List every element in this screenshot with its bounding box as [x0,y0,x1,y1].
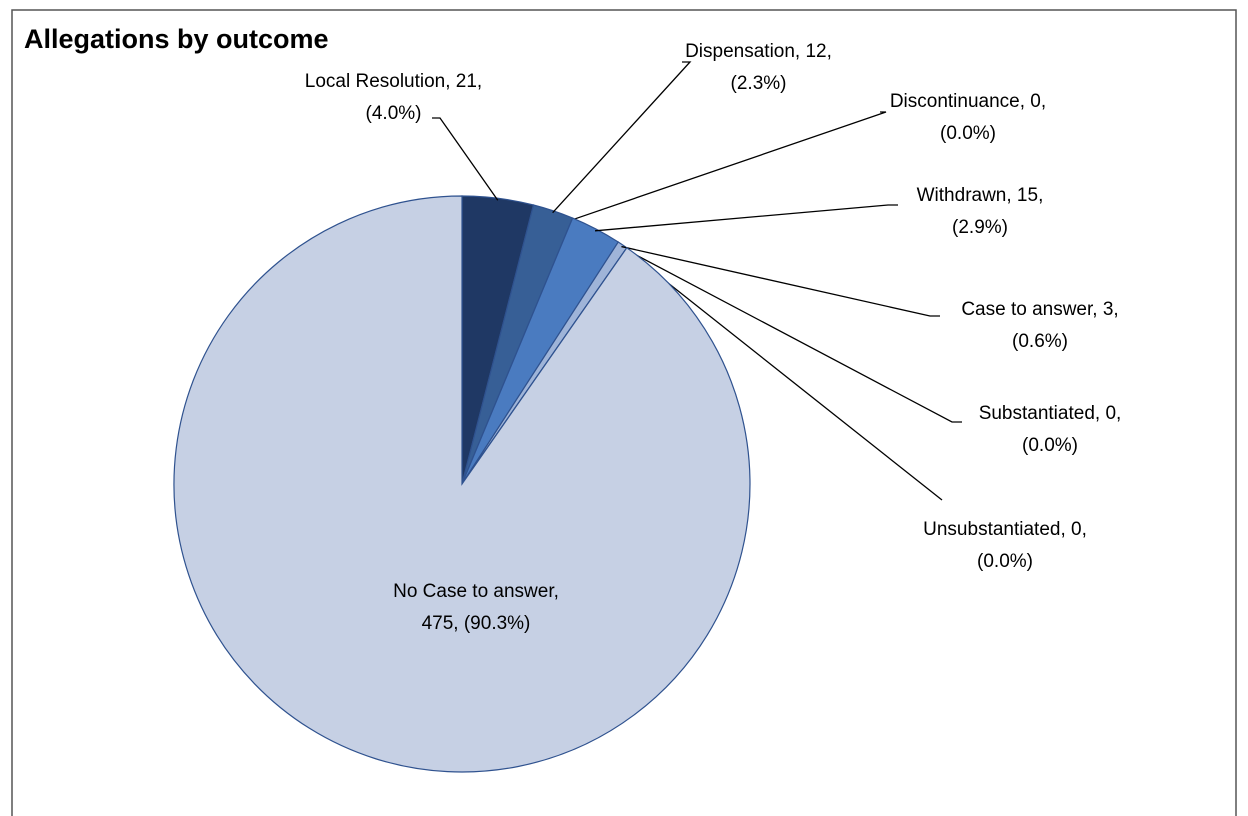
chart-title: Allegations by outcome [24,24,329,54]
leader-line [552,61,692,214]
data-label: Local Resolution, 21, (4.0%) [304,71,483,124]
data-label: Discontinuance, 0, (0.0%) [889,91,1047,144]
pie-slice [173,195,751,773]
chart-frame [11,9,1237,816]
leader-line [625,248,962,423]
leader-line [621,245,940,317]
data-label: Case to answer, 3, (0.6%) [961,299,1119,352]
leader-line [594,204,898,232]
data-label: No Case to answer, 475, (90.3%) [393,581,559,634]
leader-line [625,248,943,501]
leader-line [571,111,887,221]
leader-line [432,117,499,201]
data-label: Substantiated, 0, (0.0%) [978,403,1122,456]
data-label: Withdrawn, 15, (2.9%) [916,185,1044,238]
data-label: Unsubstantiated, 0, (0.0%) [923,519,1087,572]
data-label: Dispensation, 12, (2.3%) [685,41,832,94]
